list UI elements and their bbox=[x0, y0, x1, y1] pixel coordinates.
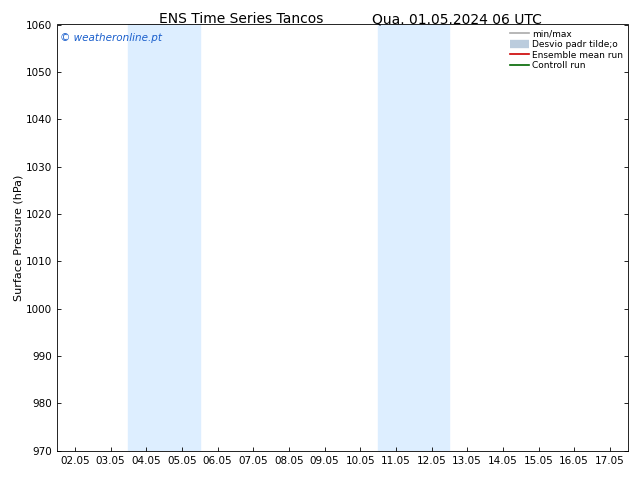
Text: Qua. 01.05.2024 06 UTC: Qua. 01.05.2024 06 UTC bbox=[372, 12, 541, 26]
Text: ENS Time Series Tancos: ENS Time Series Tancos bbox=[158, 12, 323, 26]
Legend: min/max, Desvio padr tilde;o, Ensemble mean run, Controll run: min/max, Desvio padr tilde;o, Ensemble m… bbox=[508, 27, 625, 72]
Bar bbox=[378, 24, 450, 451]
Y-axis label: Surface Pressure (hPa): Surface Pressure (hPa) bbox=[13, 174, 23, 301]
Text: © weatheronline.pt: © weatheronline.pt bbox=[60, 33, 162, 43]
Bar bbox=[128, 24, 200, 451]
